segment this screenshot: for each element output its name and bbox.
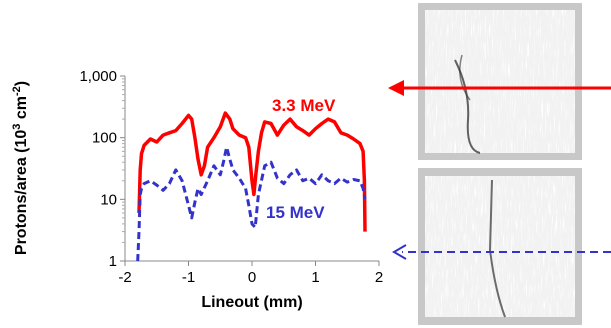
radiograph-bottom bbox=[418, 168, 582, 325]
x-tick-label: 0 bbox=[248, 269, 256, 286]
series-label-15-mev: 15 MeV bbox=[266, 203, 325, 222]
radiograph-top bbox=[418, 3, 582, 160]
arrow-blue bbox=[392, 244, 611, 260]
y-tick-label: 100 bbox=[92, 130, 117, 147]
y-tick-label: 10 bbox=[100, 191, 117, 208]
x-tick-label: -2 bbox=[118, 269, 131, 286]
arrow-red bbox=[388, 80, 611, 96]
radiograph-top-filament-2 bbox=[459, 54, 471, 101]
radiograph-bottom-texture bbox=[425, 176, 575, 317]
y-tick-label: 1 bbox=[109, 253, 117, 270]
chart: 1 10 100 1,000 -2 -1 0 1 2 Lineout (mm) Protons… bbox=[11, 68, 383, 311]
radiograph-top-filament bbox=[454, 59, 481, 154]
arrow-blue-head bbox=[392, 244, 407, 260]
series-layer bbox=[136, 111, 367, 262]
x-tick-label: 1 bbox=[311, 269, 319, 286]
series-label-3-3-mev: 3.3 MeV bbox=[272, 96, 336, 115]
series-line-3-3-mev bbox=[137, 111, 367, 232]
arrow-red-head bbox=[388, 80, 404, 96]
y-axis-label: Protons/area (103 cm-2) bbox=[11, 81, 30, 255]
x-axis-label: Lineout (mm) bbox=[201, 294, 302, 311]
x-tick-label: -1 bbox=[182, 269, 195, 286]
y-tick-label: 1,000 bbox=[79, 68, 117, 85]
x-tick-label: 2 bbox=[375, 269, 383, 286]
y-tick-group: 1 10 100 1,000 bbox=[79, 68, 125, 270]
radiograph-bottom-filament bbox=[488, 179, 506, 318]
x-tick-group: -2 -1 0 1 2 bbox=[118, 261, 383, 286]
radiograph-top-texture bbox=[425, 10, 575, 153]
